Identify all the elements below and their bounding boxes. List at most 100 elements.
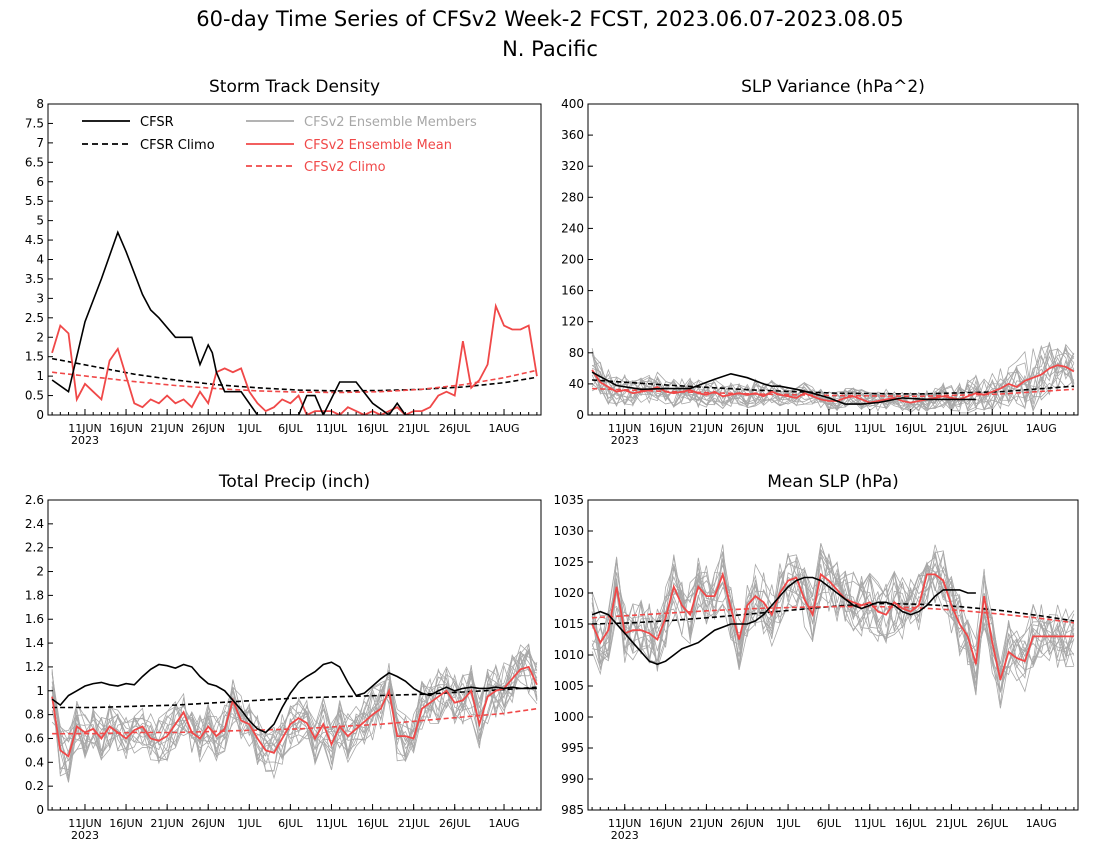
legend-members-label: CFSv2 Ensemble Members — [304, 115, 477, 130]
y-tick-label: 3.5 — [25, 272, 44, 286]
y-tick-label: 1025 — [553, 555, 584, 569]
x-tick-label: 1AUG — [1026, 817, 1057, 830]
x-tick-label: 26JUL — [439, 422, 471, 435]
x-tick-label: 16JUN — [109, 817, 143, 830]
y-tick-label: 0 — [576, 408, 584, 422]
x-tick-label: 11JUL — [854, 422, 886, 435]
y-tick-label: 320 — [561, 159, 584, 173]
x-tick-label: 16JUN — [109, 422, 143, 435]
legend-cfsr-climo-label: CFSR Climo — [140, 138, 215, 153]
ensemble-member-line — [591, 551, 1075, 696]
cfsr-climo-line — [592, 602, 1075, 625]
x-tick-label: 26JUN — [730, 817, 764, 830]
plot-frame — [47, 499, 542, 811]
ensemble-member-line — [51, 652, 538, 771]
y-tick-label: 1010 — [553, 648, 584, 662]
ensemble-members — [51, 643, 538, 783]
y-tick-label: 8 — [36, 97, 44, 111]
y-tick-label: 5.5 — [25, 194, 44, 208]
y-tick-label: 0.8 — [25, 708, 44, 722]
cfsr-climo-line — [52, 686, 537, 709]
y-tick-label: 0 — [36, 803, 44, 817]
x-tick-label: 1JUL — [776, 817, 801, 830]
y-tick-label: 80 — [569, 346, 584, 360]
ensemble-mean-line — [51, 302, 538, 415]
y-tick-label: 1 — [36, 684, 44, 698]
figure-region: N. Pacific — [502, 37, 598, 61]
y-tick-label: 7.5 — [25, 116, 44, 130]
x-tick-label: 26JUL — [977, 422, 1009, 435]
x-tick-label: 6JUL — [817, 817, 842, 830]
ensemble-member-line — [51, 653, 538, 765]
y-tick-label: 1030 — [553, 524, 584, 538]
cfsv2-climo-line — [592, 387, 1074, 398]
y-tick-label: 4.5 — [25, 233, 44, 247]
x-tick-label: 26JUN — [191, 422, 225, 435]
x-tick-label: 1AUG — [488, 422, 519, 435]
legend-cfsr-label: CFSR — [140, 115, 174, 130]
x-tick-label: 21JUN — [150, 422, 184, 435]
y-tick-label: 120 — [561, 315, 584, 329]
cfsv2-climo-line — [592, 605, 1075, 624]
x-tick-label: 6JUL — [278, 817, 303, 830]
y-tick-label: 3 — [36, 291, 44, 305]
y-tick-label: 1005 — [553, 679, 584, 693]
y-tick-label: 1015 — [553, 617, 584, 631]
total-precip-panel: Total Precip (inch) 0 0.2 0.4 0.6 0.8 1 1.2 1.4 1… — [25, 472, 542, 842]
y-tick-label: 400 — [561, 97, 584, 111]
ensemble-member-line — [51, 671, 538, 772]
x-tick-label: 16JUL — [357, 817, 389, 830]
x-tick-label: 1AUG — [488, 817, 519, 830]
cfsr-climo-line — [592, 379, 1074, 395]
y-tick-label: 160 — [561, 284, 584, 298]
y-tick-label: 280 — [561, 190, 584, 204]
x-tick-label: 16JUL — [357, 422, 389, 435]
x-tick-label: 21JUN — [690, 817, 724, 830]
y-tick-label: 1.5 — [25, 350, 44, 364]
x-tick-label: 1AUG — [1026, 422, 1057, 435]
y-tick-label: 990 — [561, 772, 584, 786]
ensemble-members — [591, 341, 1075, 414]
y-tick-label: 985 — [561, 803, 584, 817]
x-tick-label: 11JUL — [316, 422, 348, 435]
ensemble-member-line — [591, 551, 1075, 666]
y-tick-label: 995 — [561, 741, 584, 755]
cfsr-line — [51, 230, 414, 415]
x-tick-label: 16JUN — [649, 422, 683, 435]
x-tick-label: 26JUL — [977, 817, 1009, 830]
cfsr-climo-line — [51, 357, 538, 392]
cfsr-line — [591, 576, 976, 666]
x-tick-label: 21JUL — [936, 817, 968, 830]
y-tick-label: 2 — [36, 330, 44, 344]
ensemble-member-line — [51, 648, 538, 781]
y-tick-label: 2.4 — [25, 517, 44, 531]
y-tick-label: 6 — [36, 175, 44, 189]
y-tick-label: 360 — [561, 128, 584, 142]
x-tick-label: 11JUL — [854, 817, 886, 830]
y-tick-label: 0.2 — [25, 779, 44, 793]
mean-slp-panel: Mean SLP (hPa) 985 990 995 1000 1005 1010 1015 1… — [553, 472, 1079, 842]
y-tick-label: 1.4 — [25, 636, 44, 650]
x-tick-label: 21JUN — [690, 422, 724, 435]
x-tick-label: 11JUN — [68, 817, 102, 830]
x-tick-label: 16JUL — [895, 817, 927, 830]
y-tick-label: 5 — [36, 214, 44, 228]
panel-title: Mean SLP (hPa) — [767, 472, 899, 492]
y-tick-label: 1.6 — [25, 612, 44, 626]
x-tick-label: 1JUL — [776, 422, 801, 435]
x-tick-label: 6JUL — [817, 422, 842, 435]
y-tick-label: 2.5 — [25, 311, 44, 325]
plot-area — [51, 643, 538, 783]
x-tick-label: 21JUL — [936, 422, 968, 435]
x-tick-label: 11JUL — [316, 817, 348, 830]
ensemble-mean-line — [591, 571, 1074, 681]
y-tick-label: 1.2 — [25, 660, 44, 674]
cfsr-line — [591, 371, 976, 405]
slp-variance-panel: SLP Variance (hPa^2) 0 40 80 120 160 200 240 280… — [561, 77, 1079, 447]
ensemble-member-line — [591, 344, 1075, 413]
legend-mean-label: CFSv2 Ensemble Mean — [304, 138, 452, 153]
y-tick-label: 7 — [36, 136, 44, 150]
y-tick-label: 1 — [36, 369, 44, 383]
x-tick-label: 21JUL — [398, 422, 430, 435]
